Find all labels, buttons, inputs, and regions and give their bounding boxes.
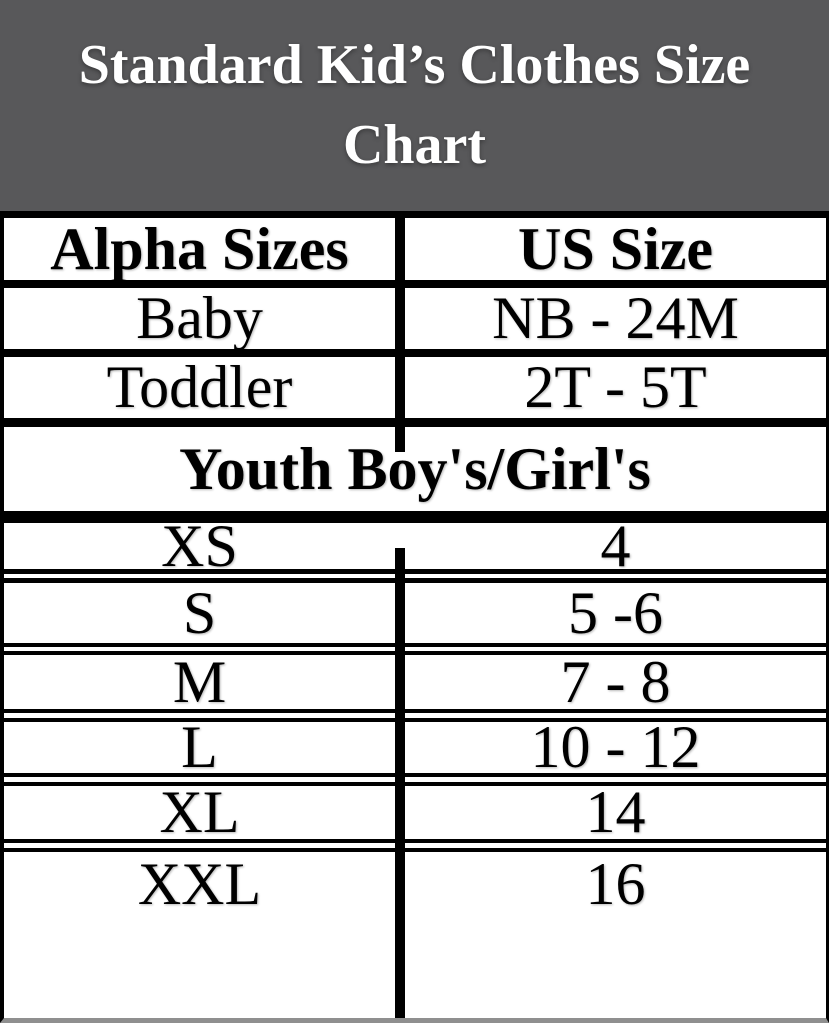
- table-row: L 10 - 12: [4, 714, 826, 786]
- chart-title: Standard Kid’s Clothes Size Chart: [78, 33, 751, 176]
- alpha-size-cell: XL: [159, 779, 240, 845]
- chart-title-banner: Standard Kid’s Clothes Size Chart: [0, 0, 829, 211]
- us-size-cell: 2T - 5T: [524, 354, 707, 420]
- us-size-cell: 10 - 12: [530, 714, 701, 780]
- table-row: XL 14: [4, 779, 826, 852]
- alpha-size-cell: L: [181, 714, 218, 780]
- column-divider: [395, 218, 405, 452]
- table-row: XS 4: [4, 512, 826, 583]
- table-row: M 7 - 8: [4, 648, 826, 722]
- size-table: Alpha Sizes US Size Baby NB - 24M Toddle…: [0, 211, 829, 1023]
- us-size-cell: 5 -6: [568, 579, 663, 646]
- table-row: Toddler 2T - 5T: [4, 354, 826, 427]
- alpha-size-cell: M: [172, 648, 227, 715]
- section-header-youth: Youth Boy's/Girl's: [179, 435, 651, 502]
- us-size-cell: 4: [600, 512, 631, 579]
- table-header-row: Alpha Sizes US Size: [4, 215, 826, 288]
- us-size-cell: 7 - 8: [560, 648, 671, 715]
- alpha-size-cell: Toddler: [106, 354, 293, 420]
- us-size-cell: NB - 24M: [492, 285, 739, 351]
- us-size-cell: 14: [585, 779, 646, 845]
- column-header-us-size: US Size: [518, 215, 713, 282]
- section-header-row: Youth Boy's/Girl's: [4, 427, 826, 523]
- alpha-size-cell: Baby: [136, 285, 263, 351]
- alpha-size-cell: XS: [161, 512, 238, 579]
- table-row: XXL 16: [4, 850, 826, 917]
- table-row: Baby NB - 24M: [4, 285, 826, 357]
- us-size-cell: 16: [585, 850, 646, 917]
- column-divider: [395, 548, 405, 1018]
- table-row: S 5 -6: [4, 579, 826, 655]
- alpha-size-cell: S: [182, 579, 217, 646]
- column-header-alpha-sizes: Alpha Sizes: [50, 215, 349, 282]
- alpha-size-cell: XXL: [137, 850, 262, 917]
